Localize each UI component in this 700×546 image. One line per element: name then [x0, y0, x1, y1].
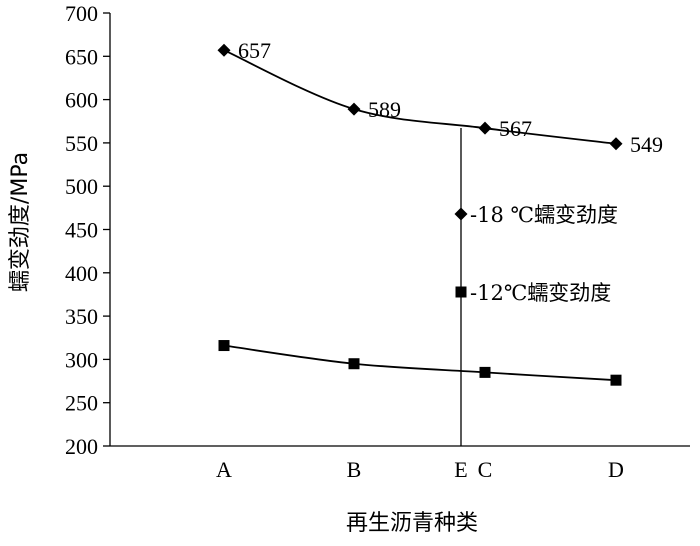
legend: -18 ℃蠕变劲度 -12℃蠕变劲度: [454, 203, 618, 305]
y-tick-label: 300: [65, 347, 98, 372]
series-line: [223, 344, 617, 382]
data-point: [478, 121, 492, 135]
y-tick-label: 200: [65, 434, 98, 459]
x-tick-label: B: [347, 457, 362, 482]
data-point: [218, 340, 230, 352]
series-2: [218, 340, 622, 386]
x-tick-label: C: [478, 457, 493, 482]
y-tick-label: 600: [65, 88, 98, 113]
x-axis-title: 再生沥青种类: [346, 511, 478, 536]
vertical-line-label: E: [454, 457, 467, 482]
y-tick-label: 450: [65, 218, 98, 243]
data-label: 567: [499, 116, 532, 141]
legend-marker: [454, 207, 468, 221]
y-tick-label: 250: [65, 391, 98, 416]
series-1: 657 589 567 549: [217, 38, 663, 157]
data-label: 589: [368, 97, 401, 122]
data-point: [347, 102, 361, 116]
y-tick-label: 650: [65, 44, 98, 69]
y-tick-label: 400: [65, 261, 98, 286]
x-tick-label: A: [216, 457, 232, 482]
series-line: [223, 49, 617, 145]
y-tick-label: 350: [65, 304, 98, 329]
data-point: [609, 137, 623, 151]
y-tick-label: 550: [65, 131, 98, 156]
data-label: 657: [238, 38, 271, 63]
data-point: [610, 374, 622, 386]
legend-item: -18 ℃蠕变劲度: [454, 203, 618, 227]
data-label: 549: [630, 132, 663, 157]
legend-label: -18 ℃蠕变劲度: [470, 203, 618, 227]
data-point: [217, 43, 231, 57]
y-axis: 200 250 300 350 400 450 500 550 600 650 700: [65, 1, 111, 459]
x-axis: A B C D: [110, 445, 690, 482]
y-tick-label: 700: [65, 1, 98, 26]
series-group: 657 589 567 549: [217, 38, 663, 386]
vertical-reference-line: E: [454, 128, 468, 482]
x-tick-label: D: [608, 457, 624, 482]
legend-item: -12℃蠕变劲度: [455, 281, 611, 305]
legend-label: -12℃蠕变劲度: [470, 281, 611, 305]
data-point: [479, 366, 491, 378]
y-axis-title: 蠕变劲度/MPa: [8, 152, 33, 292]
legend-marker: [455, 286, 467, 298]
data-point: [348, 358, 360, 370]
y-tick-label: 500: [65, 174, 98, 199]
